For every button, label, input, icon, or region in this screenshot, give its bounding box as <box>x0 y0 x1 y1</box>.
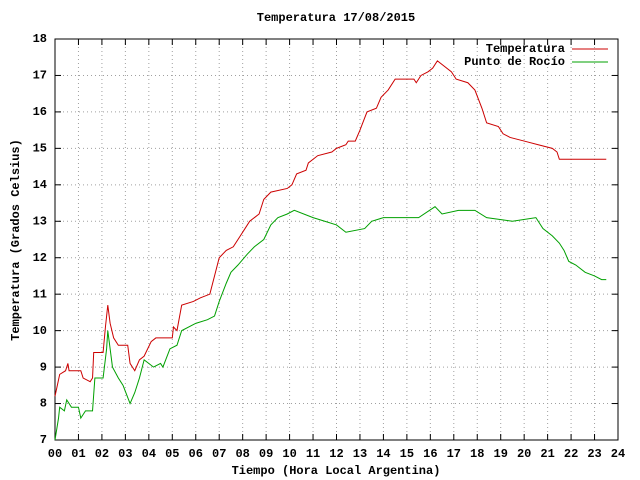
x-tick-label: 13 <box>353 447 367 461</box>
x-tick-label: 21 <box>540 447 554 461</box>
legend-label: Temperatura <box>486 42 565 56</box>
x-axis-label: Tiempo (Hora Local Argentina) <box>232 464 441 478</box>
x-tick-label: 16 <box>423 447 437 461</box>
x-tick-label: 03 <box>118 447 132 461</box>
y-tick-label: 9 <box>40 360 47 374</box>
y-tick-label: 12 <box>33 251 47 265</box>
y-tick-label: 15 <box>33 142 47 156</box>
x-tick-label: 23 <box>587 447 601 461</box>
y-axis-label: Temperatura (Grados Celsius) <box>9 139 23 341</box>
x-tick-label: 12 <box>329 447 343 461</box>
y-tick-label: 10 <box>33 324 47 338</box>
x-tick-label: 06 <box>189 447 203 461</box>
x-tick-label: 17 <box>447 447 461 461</box>
x-tick-label: 08 <box>235 447 249 461</box>
x-tick-label: 10 <box>282 447 296 461</box>
plot-frame <box>54 38 619 441</box>
y-tick-label: 17 <box>33 69 47 83</box>
x-tick-label: 07 <box>212 447 226 461</box>
x-tick-label: 00 <box>48 447 62 461</box>
legend-label: Punto de Rocío <box>464 55 565 69</box>
y-tick-label: 13 <box>33 214 47 228</box>
x-tick-label: 01 <box>71 447 85 461</box>
y-tick-label: 7 <box>40 433 47 447</box>
y-tick-label: 11 <box>33 287 47 301</box>
x-tick-label: 11 <box>306 447 320 461</box>
x-tick-label: 09 <box>259 447 273 461</box>
x-tick-label: 02 <box>95 447 109 461</box>
x-tick-label: 18 <box>470 447 484 461</box>
x-tick-label: 22 <box>564 447 578 461</box>
y-tick-label: 16 <box>33 105 47 119</box>
x-tick-label: 04 <box>142 447 156 461</box>
x-tick-label: 05 <box>165 447 179 461</box>
x-tick-label: 20 <box>517 447 531 461</box>
x-tick-label: 19 <box>494 447 508 461</box>
x-tick-label: 14 <box>376 447 390 461</box>
x-tick-label: 24 <box>611 447 625 461</box>
x-tick-label: 15 <box>400 447 414 461</box>
y-tick-label: 14 <box>33 178 47 192</box>
series-line <box>54 60 607 397</box>
y-tick-label: 18 <box>33 32 47 46</box>
series-line <box>54 206 607 441</box>
chart-title: Temperatura 17/08/2015 <box>257 11 415 25</box>
y-tick-label: 8 <box>40 397 47 411</box>
